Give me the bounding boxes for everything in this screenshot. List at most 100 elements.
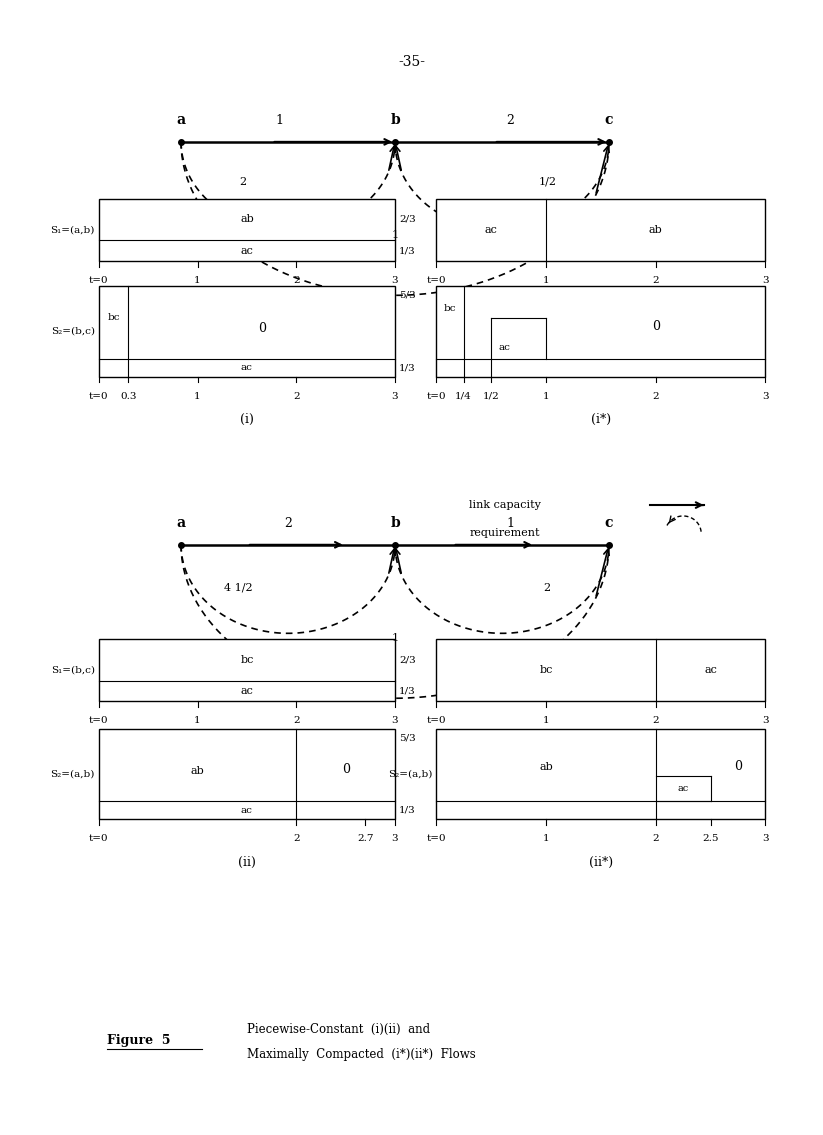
Text: t=0: t=0 xyxy=(426,276,446,285)
Text: (i): (i) xyxy=(240,413,253,427)
Text: ab: ab xyxy=(191,766,204,775)
Text: 4 1/2: 4 1/2 xyxy=(225,583,253,592)
Text: ac: ac xyxy=(241,806,253,815)
Text: a: a xyxy=(176,516,186,530)
Text: 2: 2 xyxy=(653,834,659,843)
Text: 2: 2 xyxy=(293,834,300,843)
Text: 3: 3 xyxy=(762,834,769,843)
Bar xyxy=(436,639,765,701)
Bar xyxy=(436,729,765,819)
Text: S₂=(a,b): S₂=(a,b) xyxy=(388,770,432,779)
Text: 3: 3 xyxy=(762,276,769,285)
Text: ac: ac xyxy=(240,686,253,696)
Text: 3: 3 xyxy=(762,716,769,725)
Text: S₁=(b,c): S₁=(b,c) xyxy=(51,666,95,674)
Text: 3: 3 xyxy=(392,276,398,285)
Text: bc: bc xyxy=(240,655,253,665)
Text: 2.7: 2.7 xyxy=(357,834,374,843)
Bar xyxy=(436,286,765,377)
Bar xyxy=(99,199,395,261)
Text: 2/3: 2/3 xyxy=(399,655,416,664)
Text: 0: 0 xyxy=(734,760,742,773)
Text: 2: 2 xyxy=(293,716,300,725)
Text: 1/4: 1/4 xyxy=(455,392,472,401)
Text: 3: 3 xyxy=(392,834,398,843)
Text: 1: 1 xyxy=(542,834,549,843)
Text: 5/3: 5/3 xyxy=(399,733,416,742)
Text: ab: ab xyxy=(649,225,663,235)
Text: ac: ac xyxy=(485,225,497,235)
Text: ab: ab xyxy=(539,762,553,772)
Text: S₁=(a,b): S₁=(a,b) xyxy=(50,226,95,234)
Text: t=0: t=0 xyxy=(89,276,109,285)
Text: 3: 3 xyxy=(392,716,398,725)
Text: 2: 2 xyxy=(653,276,659,285)
Text: 1/3: 1/3 xyxy=(399,246,416,255)
Text: ab: ab xyxy=(240,215,253,225)
Text: 2: 2 xyxy=(293,392,300,401)
Text: 3: 3 xyxy=(762,392,769,401)
Text: ac: ac xyxy=(677,784,689,793)
Text: 0: 0 xyxy=(652,320,660,334)
Text: t=0: t=0 xyxy=(426,834,446,843)
Text: t=0: t=0 xyxy=(89,834,109,843)
Text: 1: 1 xyxy=(194,276,201,285)
Text: 2: 2 xyxy=(293,276,300,285)
Text: 1: 1 xyxy=(542,716,549,725)
Text: 1: 1 xyxy=(194,392,201,401)
Text: 1: 1 xyxy=(542,392,549,401)
Text: 1/3: 1/3 xyxy=(399,806,416,815)
Bar xyxy=(436,199,765,261)
Text: 0: 0 xyxy=(258,321,266,335)
Text: c: c xyxy=(605,114,613,127)
Text: 1: 1 xyxy=(392,633,398,642)
Text: t=0: t=0 xyxy=(89,392,109,401)
Text: 1: 1 xyxy=(542,276,549,285)
Text: 2: 2 xyxy=(284,518,292,530)
Text: b: b xyxy=(390,114,400,127)
Text: Maximally  Compacted  (i*)(ii*)  Flows: Maximally Compacted (i*)(ii*) Flows xyxy=(247,1048,476,1061)
Text: 1/3: 1/3 xyxy=(399,363,416,372)
Text: bc: bc xyxy=(444,304,456,313)
Bar xyxy=(99,639,395,701)
Text: 1: 1 xyxy=(276,115,284,127)
Text: Piecewise-Constant  (i)(ii)  and: Piecewise-Constant (i)(ii) and xyxy=(247,1023,430,1036)
Text: ac: ac xyxy=(499,343,511,352)
Text: 2: 2 xyxy=(544,583,551,592)
Bar xyxy=(99,729,395,819)
Text: t=0: t=0 xyxy=(426,392,446,401)
Text: ac: ac xyxy=(704,665,717,675)
Text: 1: 1 xyxy=(506,518,514,530)
Text: 0.3: 0.3 xyxy=(120,392,137,401)
Text: c: c xyxy=(605,516,613,530)
Text: 2/3: 2/3 xyxy=(399,215,416,224)
Text: a: a xyxy=(176,114,186,127)
Text: link capacity: link capacity xyxy=(469,501,541,510)
Text: 5/3: 5/3 xyxy=(399,291,416,300)
Text: 2: 2 xyxy=(653,392,659,401)
Text: 1/2: 1/2 xyxy=(538,177,556,186)
Text: t=0: t=0 xyxy=(89,716,109,725)
Text: bc: bc xyxy=(539,665,552,675)
Text: 1/2: 1/2 xyxy=(482,392,500,401)
Text: -35-: -35- xyxy=(398,56,425,69)
Text: (ii*): (ii*) xyxy=(588,856,613,869)
Text: ac: ac xyxy=(240,245,253,255)
Text: b: b xyxy=(390,516,400,530)
Text: 2.5: 2.5 xyxy=(702,834,718,843)
Text: bc: bc xyxy=(107,313,120,322)
Text: 2: 2 xyxy=(239,177,246,186)
Text: 0: 0 xyxy=(342,763,350,776)
Text: 3: 3 xyxy=(392,392,398,401)
Bar xyxy=(99,286,395,377)
Text: S₂=(b,c): S₂=(b,c) xyxy=(51,327,95,336)
Text: 1: 1 xyxy=(392,230,398,239)
Text: t=0: t=0 xyxy=(426,716,446,725)
Text: ac: ac xyxy=(241,363,253,372)
Text: S₂=(a,b): S₂=(a,b) xyxy=(50,770,95,779)
Text: requirement: requirement xyxy=(469,529,540,538)
Text: 2: 2 xyxy=(653,716,659,725)
Text: 2: 2 xyxy=(506,115,514,127)
Text: (ii): (ii) xyxy=(238,856,256,869)
Text: 1: 1 xyxy=(194,716,201,725)
